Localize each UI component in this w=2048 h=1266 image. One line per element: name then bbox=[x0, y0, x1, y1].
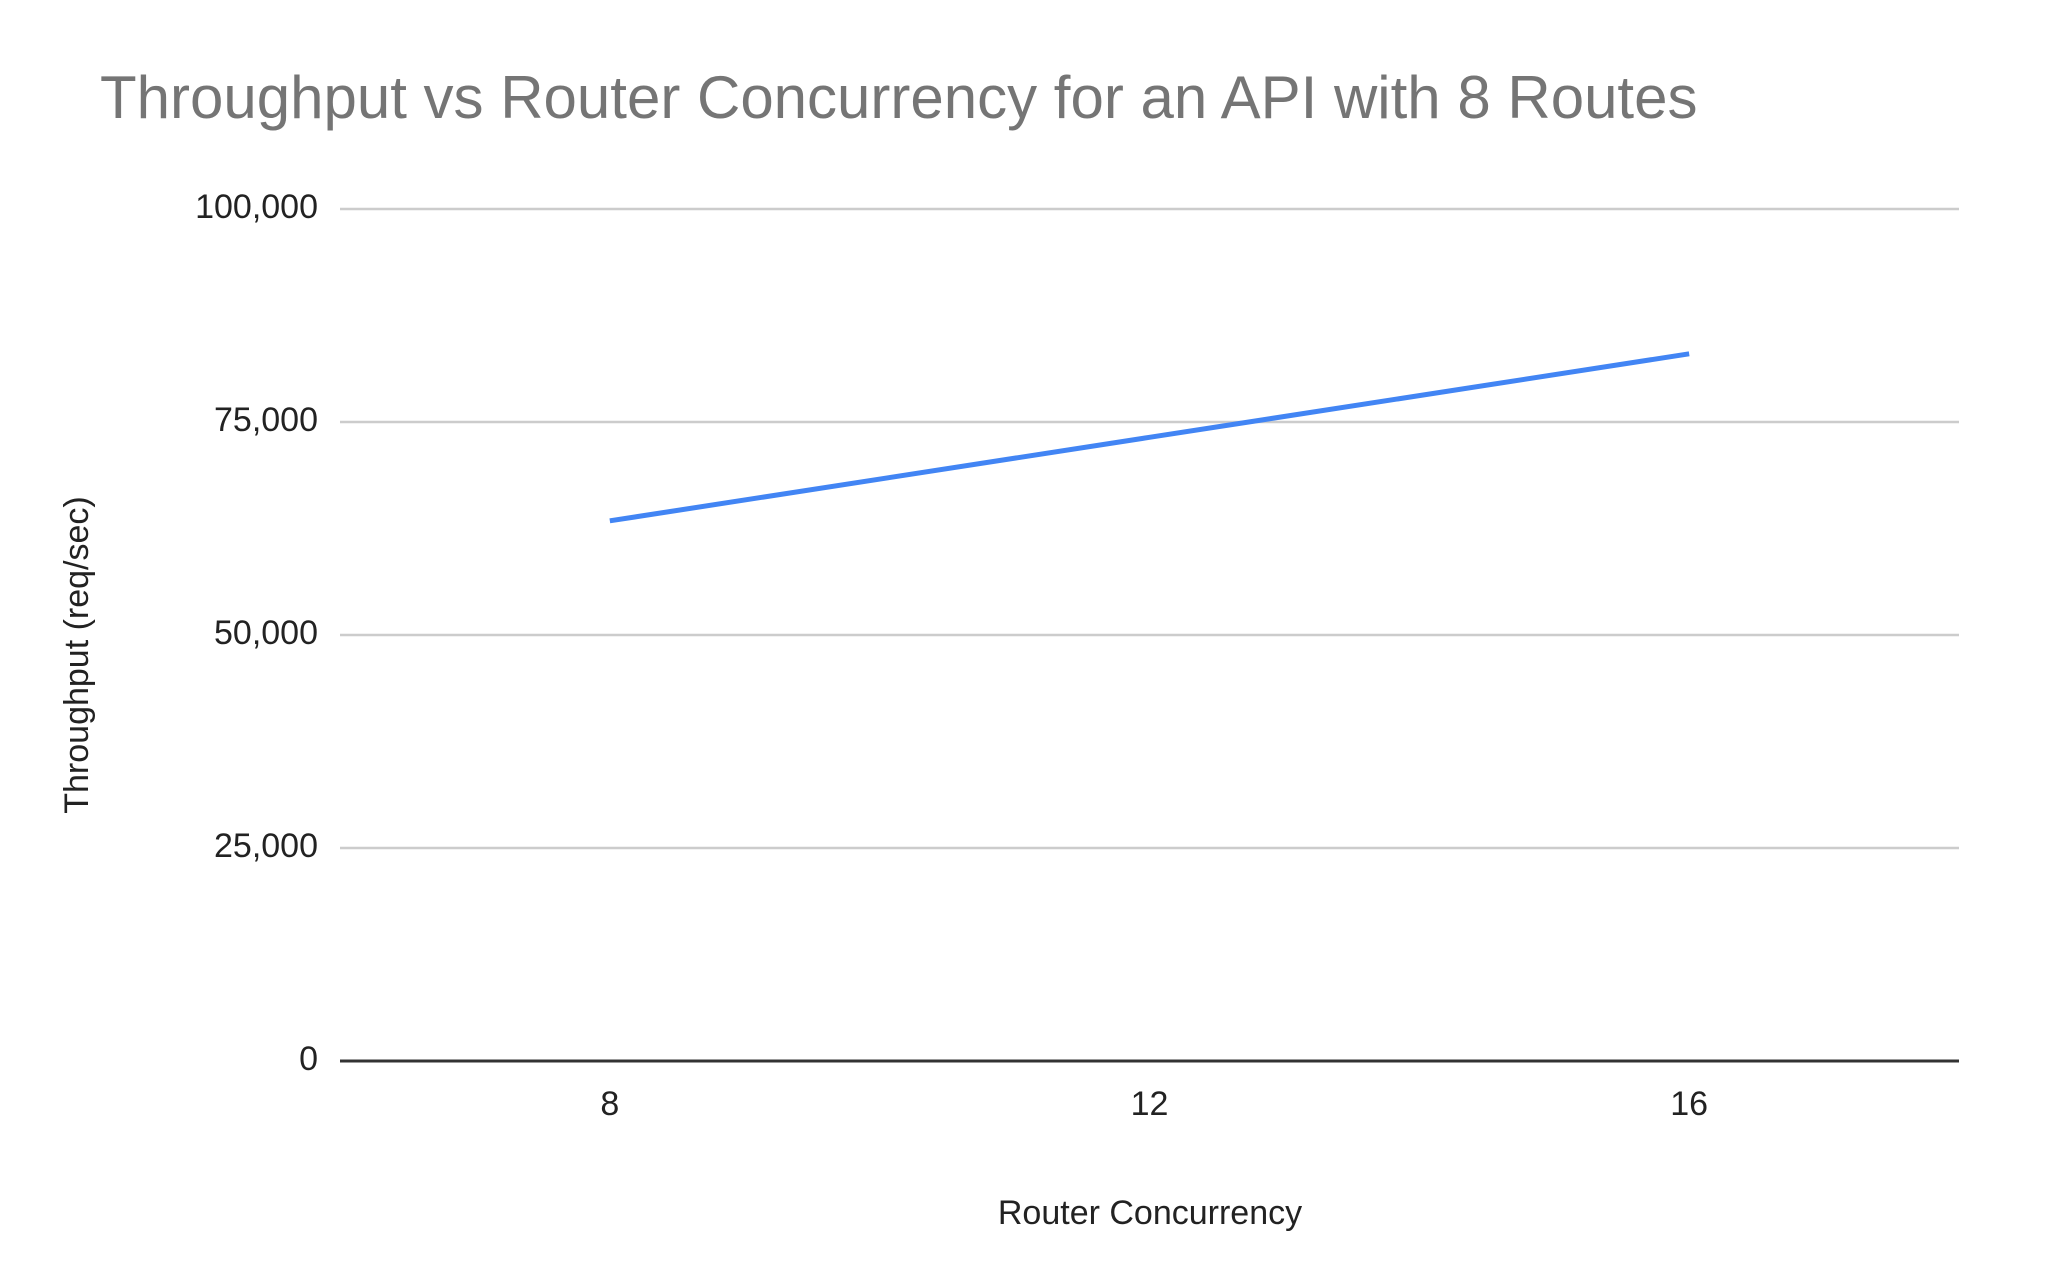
x-tick-label: 8 bbox=[600, 1085, 619, 1123]
y-tick-label: 25,000 bbox=[214, 827, 318, 865]
chart-title: Throughput vs Router Concurrency for an … bbox=[100, 64, 1697, 131]
y-tick-label: 50,000 bbox=[214, 614, 318, 652]
y-tick-label: 75,000 bbox=[214, 401, 318, 439]
y-tick-label: 100,000 bbox=[195, 188, 318, 226]
x-tick-label: 16 bbox=[1670, 1085, 1708, 1123]
y-tick-label: 0 bbox=[299, 1040, 318, 1078]
y-axis-title: Throughput (req/sec) bbox=[58, 496, 96, 814]
data-line bbox=[609, 351, 1690, 524]
x-tick-label: 12 bbox=[1131, 1085, 1169, 1123]
x-axis-title: Router Concurrency bbox=[998, 1194, 1302, 1232]
